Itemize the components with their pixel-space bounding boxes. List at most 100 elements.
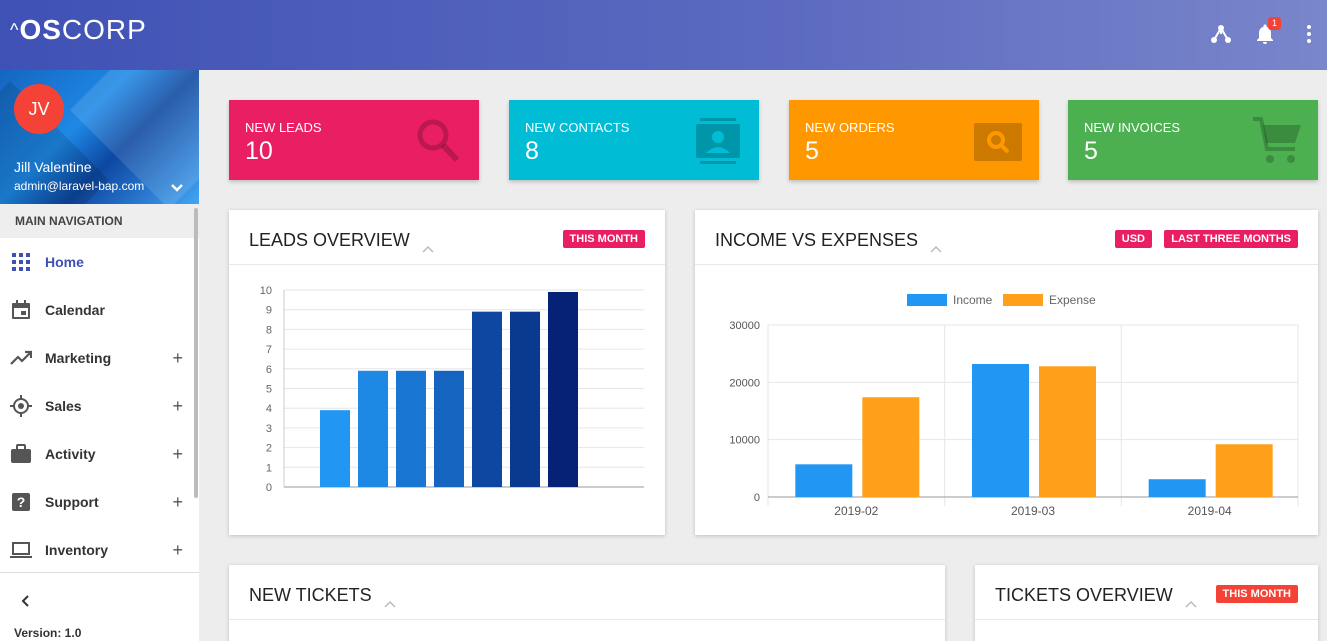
sidebar-footer: Version: 1.0	[0, 572, 199, 641]
card-tickets-overview: TICKETS OVERVIEW THIS MONTH	[975, 565, 1318, 641]
sidebar-item-label: Calendar	[45, 302, 105, 318]
laptop-icon	[10, 539, 32, 561]
legend-label: Expense	[1049, 293, 1096, 307]
infobox-new-invoices[interactable]: NEW INVOICES 5	[1068, 100, 1318, 180]
chevron-up-icon[interactable]	[930, 237, 942, 253]
y-tick-label: 6	[266, 364, 272, 376]
chevron-left-icon[interactable]	[18, 593, 34, 609]
user-email: admin@laravel-bap.com	[14, 179, 145, 193]
chevron-up-icon[interactable]	[1185, 592, 1197, 608]
sidebar-item-label: Support	[45, 494, 99, 510]
bar	[434, 370, 464, 487]
apps-grid-icon	[10, 251, 32, 273]
sidebar-item-marketing[interactable]: Marketing +	[0, 334, 199, 382]
period-tag[interactable]: LAST THREE MONTHS	[1164, 230, 1298, 248]
bar	[1039, 366, 1096, 497]
infobox-value: 5	[1084, 137, 1098, 165]
trending-up-icon	[10, 347, 33, 369]
legend-swatch	[1003, 294, 1043, 306]
legend-swatch	[907, 294, 947, 306]
app-logo[interactable]: ^OSCORP	[10, 14, 147, 46]
card-leads-overview: LEADS OVERVIEW THIS MONTH 0 1 2 3 4 5 6 7 8 9 10	[229, 210, 665, 535]
nav-header: MAIN NAVIGATION	[0, 204, 199, 238]
y-tick-label: 10	[260, 285, 272, 297]
expand-icon[interactable]: +	[172, 348, 183, 368]
infobox-value: 8	[525, 137, 539, 165]
sidebar-item-label: Inventory	[45, 542, 109, 558]
chevron-down-icon[interactable]	[169, 180, 185, 196]
y-tick-label: 10000	[729, 435, 760, 447]
y-tick-label: 30000	[729, 320, 760, 332]
expand-icon[interactable]: +	[172, 540, 183, 560]
x-tick-label: 2019-04	[1188, 504, 1232, 518]
user-name: Jill Valentine	[14, 159, 92, 175]
income-expense-bar-chart: 0 10000 20000 30000 2019-02 2019-03 2019-04 Inc…	[729, 293, 1299, 518]
sidebar-item-sales[interactable]: Sales +	[0, 382, 199, 430]
chevron-up-icon[interactable]	[422, 237, 434, 253]
contact-card-icon	[692, 115, 744, 167]
user-profile: JV Jill Valentine admin@laravel-bap.com	[0, 70, 199, 204]
bar	[1148, 479, 1206, 497]
expand-icon[interactable]: +	[172, 492, 183, 512]
infobox-new-orders[interactable]: NEW ORDERS 5	[789, 100, 1039, 180]
infobox-title: NEW LEADS	[245, 120, 322, 135]
cart-icon	[1251, 115, 1303, 167]
infobox-new-leads[interactable]: NEW LEADS 10	[229, 100, 479, 180]
logo-rest: CORP	[61, 14, 147, 45]
card-title: NEW TICKETS	[249, 585, 396, 608]
infobox-value: 5	[805, 137, 819, 165]
y-tick-label: 7	[266, 344, 272, 356]
x-tick-label: 2019-02	[834, 504, 878, 518]
bar	[358, 370, 388, 487]
legend-label: Income	[953, 293, 993, 307]
sidebar-item-support[interactable]: ? Support +	[0, 478, 199, 526]
period-tag[interactable]: THIS MONTH	[1215, 585, 1298, 603]
infobox-title: NEW CONTACTS	[525, 120, 630, 135]
card-title: INCOME VS EXPENSES	[715, 230, 942, 253]
y-tick-label: 1	[266, 462, 272, 474]
sidebar-scrollbar[interactable]	[194, 208, 198, 498]
y-tick-label: 2	[266, 443, 272, 455]
y-tick-label: 0	[754, 492, 760, 504]
top-bar: ^OSCORP 1	[0, 0, 1327, 70]
help-icon: ?	[10, 491, 32, 513]
avatar[interactable]: JV	[14, 84, 64, 134]
expand-icon[interactable]: +	[172, 396, 183, 416]
leads-bar-chart: 0 1 2 3 4 5 6 7 8 9 10	[260, 285, 644, 494]
sidebar-item-label: Activity	[45, 446, 96, 462]
sidebar-item-label: Home	[45, 254, 84, 270]
bar	[320, 410, 350, 487]
bar	[1215, 444, 1273, 497]
bar	[972, 363, 1029, 497]
card-title: LEADS OVERVIEW	[249, 230, 434, 253]
more-vert-icon[interactable]	[1297, 22, 1321, 46]
target-icon	[10, 395, 32, 417]
y-tick-label: 9	[266, 305, 272, 317]
y-tick-label: 8	[266, 324, 272, 336]
expand-icon[interactable]: +	[172, 444, 183, 464]
chevron-up-icon[interactable]	[384, 592, 396, 608]
sidebar-item-activity[interactable]: Activity +	[0, 430, 199, 478]
y-tick-label: 4	[266, 403, 272, 415]
logo-caret: ^	[10, 20, 20, 40]
y-tick-label: 20000	[729, 377, 760, 389]
sidebar: JV Jill Valentine admin@laravel-bap.com …	[0, 70, 199, 641]
infobox-new-contacts[interactable]: NEW CONTACTS 8	[509, 100, 759, 180]
infobox-value: 10	[245, 137, 273, 165]
currency-tag[interactable]: USD	[1114, 230, 1152, 248]
network-icon[interactable]	[1209, 22, 1233, 46]
sidebar-item-inventory[interactable]: Inventory +	[0, 526, 199, 574]
image-search-icon	[972, 115, 1024, 167]
sidebar-item-home[interactable]: Home	[0, 238, 199, 286]
sidebar-item-calendar[interactable]: Calendar	[0, 286, 199, 334]
infobox-title: NEW ORDERS	[805, 120, 895, 135]
period-tag[interactable]: THIS MONTH	[562, 230, 645, 248]
svg-text:?: ?	[17, 494, 26, 510]
notification-badge: 1	[1268, 17, 1281, 30]
search-icon	[412, 115, 464, 167]
bell-icon[interactable]: 1	[1253, 17, 1281, 46]
bar	[510, 311, 540, 487]
bar	[396, 370, 426, 487]
bar	[862, 397, 920, 497]
infobox-title: NEW INVOICES	[1084, 120, 1181, 135]
